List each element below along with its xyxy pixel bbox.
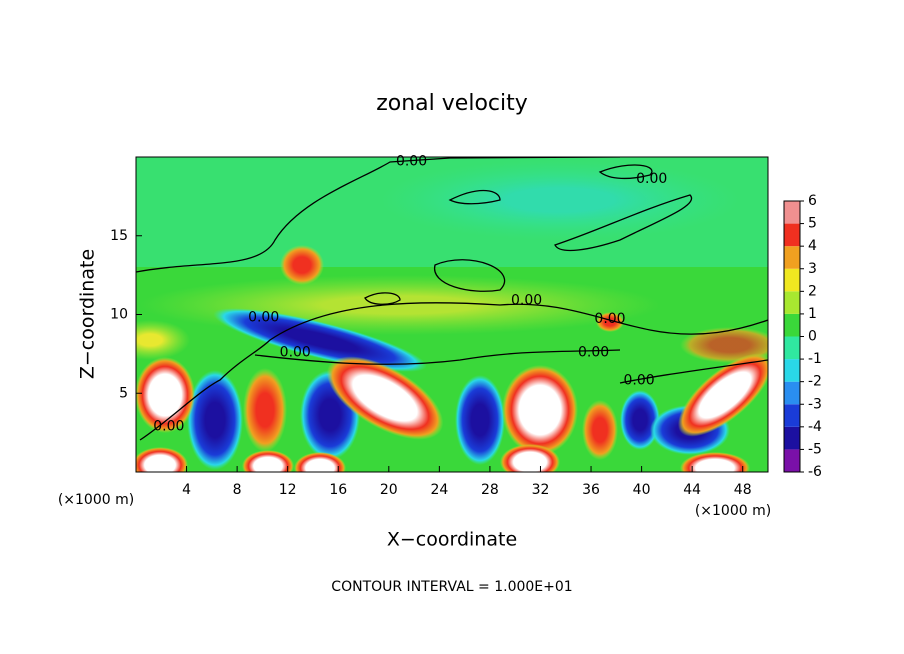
colorbar-tick-label: 3 [808,261,817,277]
colorbar-band [784,404,800,427]
x-tick-label: 8 [233,482,242,498]
colorbar-band [784,268,800,292]
x-tick-label: 40 [633,482,651,498]
colorbar-band [784,359,800,382]
colorbar-tick-label: 5 [808,216,817,232]
x-tick-label: 12 [279,482,297,498]
colorbar-tick-label: -6 [808,464,822,480]
x-tick-label: 16 [329,482,347,498]
colorbar-tick-label: -2 [808,374,822,390]
x-tick-label: 44 [683,482,701,498]
footer: CONTOUR INTERVAL = 1.000E+01 [331,579,572,595]
colorbar-band [784,381,800,405]
x-unit-label: (×1000 m) [695,503,771,519]
contour-label: 0.00 [396,154,427,170]
contour-label: 0.00 [578,344,609,360]
x-tick-label: 28 [481,482,499,498]
contour-label: 0.00 [594,311,625,327]
y-tick-label: 15 [110,228,128,244]
colorbar-band [784,313,800,337]
colorbar-band [784,449,800,472]
colorbar-tick-label: -5 [808,441,822,457]
colorbar-tick-label: 6 [808,193,817,209]
x-tick-label: 24 [430,482,448,498]
x-tick-label: 20 [380,482,398,498]
y-unit-label: (×1000 m) [58,492,134,508]
colorbar-tick-label: -4 [808,419,822,435]
contour-label: 0.00 [248,310,279,326]
contour-label: 0.00 [280,344,311,360]
contour-field [136,157,768,472]
colorbar-band [784,426,800,450]
colorbar-band [784,223,800,247]
y-axis-label: Z−coordinate [77,249,99,379]
colorbar-tick-label: -3 [808,396,822,412]
x-tick-label: 48 [734,482,752,498]
y-tick-label: 10 [110,307,128,323]
colorbar-tick-label: 2 [808,283,817,299]
colorbar-band [784,291,800,314]
colorbar-band [784,336,800,360]
contour-label: 0.00 [511,292,542,308]
colorbar-band [784,201,800,224]
colorbar-tick-label: 4 [808,238,817,254]
y-tick-label: 5 [119,385,128,401]
x-tick-label: 36 [582,482,600,498]
colorbar-tick-label: -1 [808,351,822,367]
colorbar-tick-label: 1 [808,306,817,322]
contour-label: 0.00 [623,373,654,389]
x-tick-label: 32 [532,482,550,498]
colorbar-band [784,246,800,269]
x-tick-label: 4 [182,482,191,498]
contour-label: 0.00 [153,418,184,434]
x-axis-label: X−coordinate [387,529,517,551]
colorbar-tick-label: 0 [808,329,817,345]
chart-title: zonal velocity [376,91,528,116]
contour-label: 0.00 [636,171,667,187]
